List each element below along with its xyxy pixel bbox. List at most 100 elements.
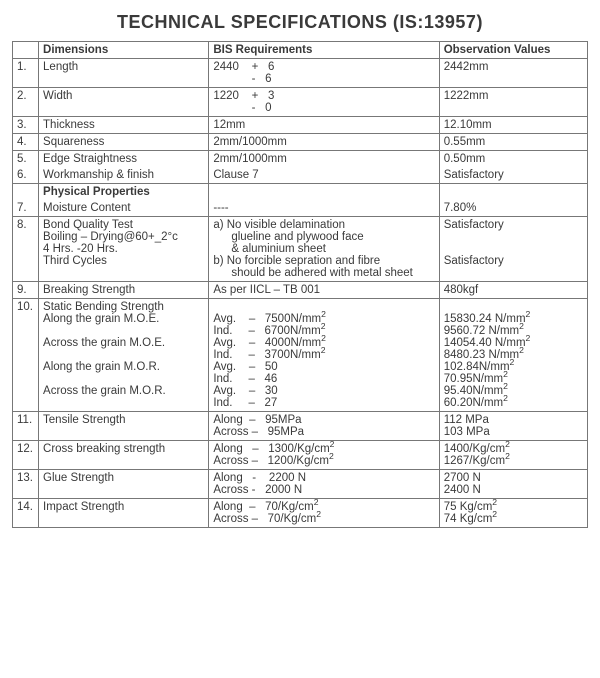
r13-b2: Across - 2000 N — [213, 484, 302, 496]
row-10: 10. Static Bending Strength Along the gr… — [13, 299, 588, 412]
spec-table: Dimensions BIS Requirements Observation … — [12, 41, 588, 528]
row-8-num: 8. — [13, 217, 39, 282]
row-4-num: 4. — [13, 134, 39, 151]
row-1: 1. Length 2440 + 6 - 6 2442mm — [13, 59, 588, 88]
row-phys-hdr: Physical Properties — [13, 184, 588, 201]
row-9-num: 9. — [13, 282, 39, 299]
row-2-dim: Width — [39, 88, 209, 117]
row-5: 5. Edge Straightness 2mm/1000mm 0.50mm — [13, 151, 588, 168]
r13-o2: 2400 N — [444, 484, 481, 496]
row-6: 6. Workmanship & finish Clause 7 Satisfa… — [13, 167, 588, 184]
phys-hdr-obs — [439, 184, 587, 201]
row-14-dim: Impact Strength — [39, 499, 209, 528]
row-7-dim: Moisture Content — [39, 200, 209, 217]
r10-b6: Ind. – 46 — [213, 373, 277, 385]
r10-o6: 70.95N/mm — [444, 373, 503, 385]
r10-o4: 8480.23 N/mm — [444, 349, 519, 361]
row-8-dim: Bond Quality Test Boiling – Drying@60+_2… — [39, 217, 209, 282]
row-6-num: 6. — [13, 167, 39, 184]
r13-b1: Along - 2200 N — [213, 472, 306, 484]
row-6-bis: Clause 7 — [209, 167, 439, 184]
r13-o1: 2700 N — [444, 472, 481, 484]
hdr-bis: BIS Requirements — [209, 42, 439, 59]
r14-o2: 74 Kg/cm — [444, 513, 493, 525]
row-6-obs: Satisfactory — [439, 167, 587, 184]
row-8-dim4: Third Cycles — [43, 255, 107, 267]
page-title: TECHNICAL SPECIFICATIONS (IS:13957) — [12, 12, 588, 33]
hdr-num — [13, 42, 39, 59]
r11-b1: Along – 95MPa — [213, 414, 301, 426]
row-5-bis: 2mm/1000mm — [209, 151, 439, 168]
row-8: 8. Bond Quality Test Boiling – Drying@60… — [13, 217, 588, 282]
phys-hdr-bis — [209, 184, 439, 201]
row-7-bis: ---- — [209, 200, 439, 217]
row-4-obs: 0.55mm — [439, 134, 587, 151]
row-1-obs: 2442mm — [439, 59, 587, 88]
row-11: 11. Tensile Strength Along – 95MPa Acros… — [13, 412, 588, 441]
row-12-bis: Along – 1300/Kg/cm2 Across – 1200/Kg/cm2 — [209, 441, 439, 470]
row-8-bis: a) No visible delamination glueline and … — [209, 217, 439, 282]
r12-b2: Across – 1200/Kg/cm — [213, 455, 329, 467]
row-8-dim1: Bond Quality Test — [43, 219, 133, 231]
row-11-dim: Tensile Strength — [39, 412, 209, 441]
row-10-dim: Static Bending Strength Along the grain … — [39, 299, 209, 412]
row-13-dim: Glue Strength — [39, 470, 209, 499]
row-6-dim: Workmanship & finish — [39, 167, 209, 184]
r10-b4: Ind. – 3700N/mm — [213, 349, 320, 361]
row-3-dim: Thickness — [39, 117, 209, 134]
row-5-dim: Edge Straightness — [39, 151, 209, 168]
row-14-obs: 75 Kg/cm2 74 Kg/cm2 — [439, 499, 587, 528]
row-1-bis-a: 2440 + 6 — [213, 61, 274, 73]
r10-o1: 15830.24 N/mm — [444, 313, 526, 325]
row-3-obs: 12.10mm — [439, 117, 587, 134]
row-8-bis-a2: glueline and plywood face — [213, 231, 434, 243]
phys-hdr-num — [13, 184, 39, 201]
row-7-obs: 7.80% — [439, 200, 587, 217]
row-3: 3. Thickness 12mm 12.10mm — [13, 117, 588, 134]
row-12-num: 12. — [13, 441, 39, 470]
r10-b8: Ind. – 27 — [213, 397, 277, 409]
header-row: Dimensions BIS Requirements Observation … — [13, 42, 588, 59]
row-2-bis: 1220 + 3 - 0 — [209, 88, 439, 117]
r12-o1: 1400/Kg/cm — [444, 443, 505, 455]
r10-b2: Ind. – 6700N/mm — [213, 325, 320, 337]
row-14-bis: Along – 70/Kg/cm2 Across – 70/Kg/cm2 — [209, 499, 439, 528]
row-8-bis-a3: & aluminium sheet — [213, 243, 434, 255]
r14-b2: Across – 70/Kg/cm — [213, 513, 316, 525]
r11-b2: Across – 95MPa — [213, 426, 304, 438]
phys-hdr-label: Physical Properties — [39, 184, 209, 201]
row-8-dim3: 4 Hrs. -20 Hrs. — [43, 243, 118, 255]
r10-b5: Avg. – 50 — [213, 361, 277, 373]
row-2-obs: 1222mm — [439, 88, 587, 117]
row-9-obs: 480kgf — [439, 282, 587, 299]
row-5-num: 5. — [13, 151, 39, 168]
row-2-bis-b: - 0 — [213, 102, 271, 114]
r14-o1: 75 Kg/cm — [444, 501, 493, 513]
row-8-obs: Satisfactory Satisfactory — [439, 217, 587, 282]
r10-b3: Avg. – 4000N/mm — [213, 337, 321, 349]
r10-b7: Avg. – 30 — [213, 385, 277, 397]
row-8-bis-b2: should be adhered with metal sheet — [213, 267, 434, 279]
row-13: 13. Glue Strength Along - 2200 N Across … — [13, 470, 588, 499]
row-13-bis: Along - 2200 N Across - 2000 N — [209, 470, 439, 499]
row-8-bis-a1: a) No visible delamination — [213, 219, 345, 231]
r10-b1: Avg. – 7500N/mm — [213, 313, 321, 325]
row-9: 9. Breaking Strength As per IICL – TB 00… — [13, 282, 588, 299]
row-11-bis: Along – 95MPa Across – 95MPa — [209, 412, 439, 441]
row-2-num: 2. — [13, 88, 39, 117]
row-8-obs-a: Satisfactory — [444, 219, 504, 231]
row-8-obs-b: Satisfactory — [444, 255, 504, 267]
row-11-obs: 112 MPa 103 MPa — [439, 412, 587, 441]
row-10-bis: Avg. – 7500N/mm2 Ind. – 6700N/mm2 Avg. –… — [209, 299, 439, 412]
row-9-bis: As per IICL – TB 001 — [209, 282, 439, 299]
row-2-bis-a: 1220 + 3 — [213, 90, 274, 102]
row-10-dim0: Static Bending Strength — [43, 301, 164, 313]
row-10-obs: 15830.24 N/mm2 9560.72 N/mm2 14054.40 N/… — [439, 299, 587, 412]
r11-o2: 103 MPa — [444, 426, 490, 438]
row-1-bis: 2440 + 6 - 6 — [209, 59, 439, 88]
r14-b1: Along – 70/Kg/cm — [213, 501, 313, 513]
r11-o1: 112 MPa — [444, 414, 489, 426]
row-12-dim: Cross breaking strength — [39, 441, 209, 470]
r10-o8: 60.20N/mm — [444, 397, 503, 409]
row-5-obs: 0.50mm — [439, 151, 587, 168]
